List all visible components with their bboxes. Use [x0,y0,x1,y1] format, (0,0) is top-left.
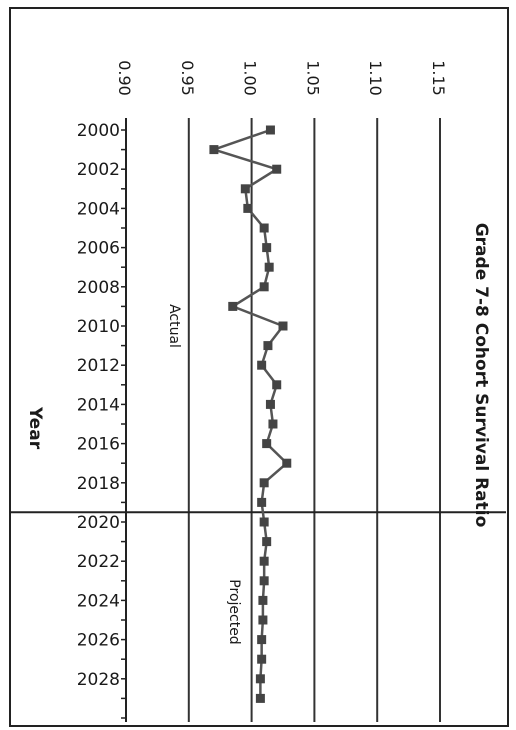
data-point-marker [257,360,267,370]
value-tick-label: 1.10 [366,60,385,96]
data-point-marker [265,399,275,409]
value-tick-label: 1.00 [241,60,260,96]
year-tick-marks [121,129,126,719]
data-point-marker [259,556,269,566]
series-markers [209,125,292,703]
value-tick-labels: 0.90 0.95 1.00 1.05 1.10 1.15 [115,60,448,96]
actual-annotation: Actual [166,304,182,348]
data-point-marker [243,203,253,213]
data-point-marker [209,145,219,155]
data-point-marker [263,341,273,351]
data-point-marker [282,458,292,468]
year-tick-label: 2018 [77,474,120,494]
data-point-marker [258,615,268,625]
data-point-marker [255,674,265,684]
data-point-marker [257,654,267,664]
data-point-marker [259,478,269,488]
year-tick-labels: 2000 2002 2004 2006 2008 2010 2012 2014 2016 2018… [77,121,120,690]
year-tick-label: 2026 [77,631,120,651]
value-tick-label: 1.15 [429,60,448,96]
data-point-marker [259,223,269,233]
data-point-marker [265,125,275,135]
data-point-marker [259,517,269,527]
data-point-marker [255,693,265,703]
data-point-marker [259,576,269,586]
data-point-marker [278,321,288,331]
year-tick-label: 2008 [77,278,120,298]
chart-border [9,7,509,727]
projected-annotation: Projected [226,579,242,644]
year-tick-label: 2016 [77,435,120,455]
value-tick-label: 0.90 [115,60,134,96]
data-point-marker [272,380,282,390]
year-tick-label: 2028 [77,670,120,690]
data-point-marker [240,184,250,194]
data-point-marker [264,262,274,272]
value-tick-label: 1.05 [303,60,322,96]
value-gridlines [125,118,441,722]
year-tick-label: 2006 [77,239,120,259]
year-tick-label: 2000 [77,121,120,141]
year-tick-label: 2020 [77,513,120,533]
chart-title: Grade 7-8 Cohort Survival Ratio [471,223,491,528]
data-point-marker [257,497,267,507]
data-point-marker [262,439,272,449]
series-line [209,128,289,699]
data-point-marker [262,243,272,253]
year-tick-label: 2004 [77,199,120,219]
year-tick-label: 2014 [77,395,120,415]
data-point-marker [258,595,268,605]
value-tick-label: 0.95 [178,60,197,96]
year-tick-label: 2010 [77,317,120,337]
data-point-marker [262,537,272,547]
x-axis-label: Year [25,406,45,450]
data-point-marker [228,301,238,311]
year-tick-label: 2024 [77,591,120,611]
year-tick-label: 2022 [77,552,120,572]
data-point-marker [257,635,267,645]
data-point-marker [268,419,278,429]
data-point-marker [259,282,269,292]
data-point-marker [272,164,282,174]
year-tick-label: 2002 [77,160,120,180]
year-tick-label: 2012 [77,356,120,376]
